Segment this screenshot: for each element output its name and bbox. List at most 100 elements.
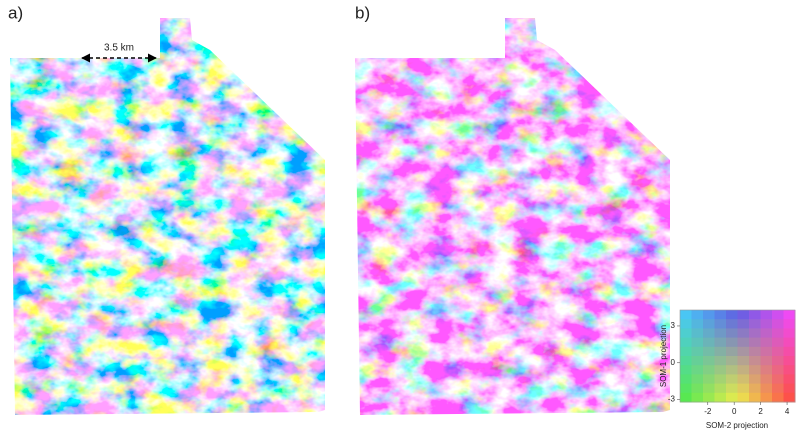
colorbar-cell [680,392,692,403]
colorbar-cell [726,346,738,357]
scale-bar-label: 3.5 km [104,43,134,54]
colorbar-cell [680,328,692,339]
colorbar-cell [783,356,796,366]
colorbar-cell [726,310,738,320]
colorbar-cell [749,310,761,320]
colorbar-cell [760,337,773,348]
x-axis-label: SOM-2 projection [706,421,768,430]
colorbar-cell [772,365,784,375]
colorbar-cell [703,337,715,348]
colorbar-cell [680,346,692,357]
colorbar-cell [680,337,692,348]
colorbar-cell [783,365,796,375]
colorbar-cell [714,365,727,375]
colorbar-cell [726,392,738,403]
colorbar-cell [749,392,761,403]
colorbar-cell [772,319,784,329]
colorbar-cell [691,356,704,366]
colorbar-cell [772,310,784,320]
colorbar-cell [703,356,715,366]
colorbar-cell [680,310,692,320]
colorbar-cell [726,328,738,339]
colorbar-frame [679,309,796,403]
colorbar-cell [703,383,715,394]
colorbar-cell [783,374,796,385]
colorbar-cell [714,356,727,366]
colorbar-cell [703,310,715,320]
colorbar-cell [772,374,784,385]
colorbar-cell [726,356,738,366]
colorbar-cell [703,319,715,329]
colorbar-cell [680,356,692,366]
colorbar-cell [783,328,796,339]
colorbar-cell [772,328,784,339]
colorbar-cell [737,392,750,403]
colorbar-cell [772,383,784,394]
colorbar-cell [714,346,727,357]
colorbar-cell [680,319,692,329]
colorbar-cell [749,328,761,339]
colorbar-cell [760,392,773,403]
colorbar-cell [737,374,750,385]
colorbar-cell [714,383,727,394]
colorbar-cell [691,319,704,329]
colorbar-cell [691,392,704,403]
colorbar-cell [772,337,784,348]
colorbar-cell [772,356,784,366]
colorbar-cell [760,383,773,394]
colorbar-cell [737,383,750,394]
colorbar-cell [749,319,761,329]
colorbar-cell [760,356,773,366]
colorbar-cell [749,374,761,385]
colorbar-cell [680,365,692,375]
colorbar-cell [783,337,796,348]
colorbar [680,310,796,403]
colorbar-cell [749,337,761,348]
colorbar-cell [691,365,704,375]
colorbar-cell [691,310,704,320]
colorbar-cell [737,310,750,320]
colorbar-cell [760,310,773,320]
colorbar-cell [772,392,784,403]
colorbar-cell [783,383,796,394]
colorbar-cell [703,346,715,357]
colorbar-cell [760,319,773,329]
colorbar-cell [749,346,761,357]
panel-label: a) [8,3,23,22]
colorbar-cell [737,337,750,348]
colorbar-cell [737,328,750,339]
colorbar-cell [749,365,761,375]
colorbar-cell [737,319,750,329]
colorbar-cell [737,356,750,366]
colorbar-cell [703,365,715,375]
x-tick-label: 0 [732,407,737,416]
colorbar-cell [760,374,773,385]
colorbar-cell [714,374,727,385]
colorbar-cell [783,346,796,357]
colorbar-cell [760,365,773,375]
colorbar-cell [703,328,715,339]
colorbar-cell [714,392,727,403]
colorbar-cell [737,365,750,375]
colorbar-cell [691,328,704,339]
colorbar-cell [783,319,796,329]
colorbar-cell [726,337,738,348]
colorbar-cell [760,328,773,339]
colorbar-cell [726,383,738,394]
colorbar-cell [726,319,738,329]
colorbar-cell [772,346,784,357]
colorbar-cell [691,346,704,357]
y-axis-label: SOM-1 projection [659,325,668,387]
colorbar-cell [680,383,692,394]
colorbar-cell [760,346,773,357]
colorbar-cell [749,356,761,366]
y-tick-label: -3 [668,395,676,404]
colorbar-cell [783,310,796,320]
colorbar-cell [726,374,738,385]
colorbar-cell [737,346,750,357]
map-a [10,18,325,415]
x-tick-label: 4 [785,407,790,416]
colorbar-cell [714,328,727,339]
